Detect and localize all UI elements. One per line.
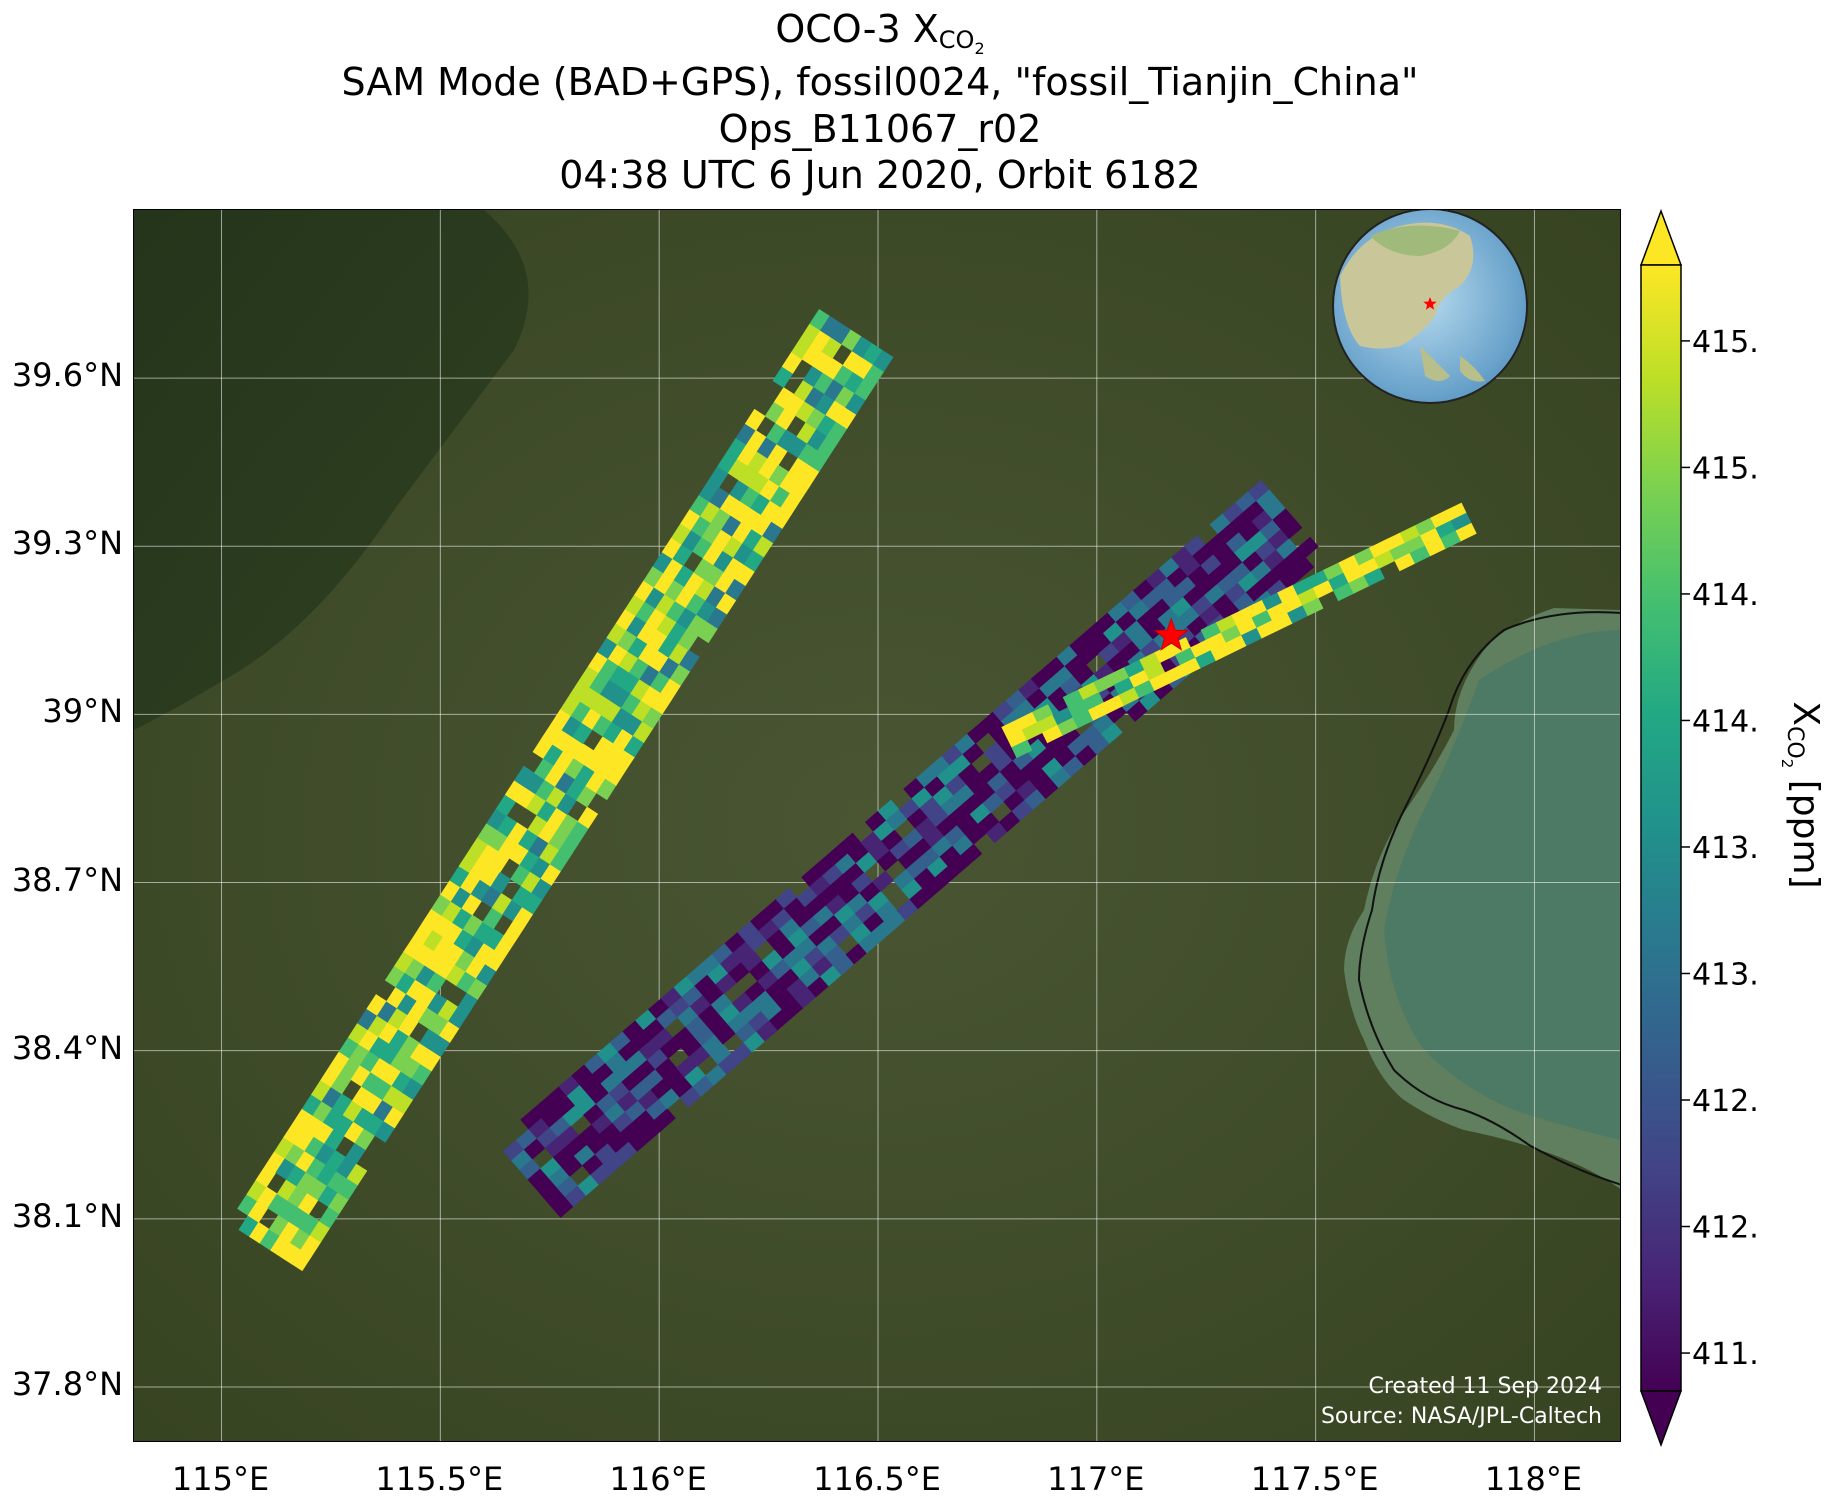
sounding-cell bbox=[1296, 536, 1319, 559]
sounding-cell bbox=[654, 1108, 676, 1130]
sounding-cell bbox=[1292, 557, 1315, 579]
x-tick-label: 118°E bbox=[1484, 1460, 1583, 1498]
colorbar-tick-label: 412.5 bbox=[1692, 1084, 1760, 1119]
y-tick-label: 39.6°N bbox=[11, 356, 123, 395]
sounding-cell bbox=[1011, 739, 1033, 759]
colorbar-label-sub: CO bbox=[1782, 726, 1807, 759]
y-tick-label: 37.8°N bbox=[11, 1364, 123, 1403]
colorbar-label-sub2: 2 bbox=[1778, 758, 1796, 769]
colorbar-tick-label: 414.5 bbox=[1692, 578, 1760, 613]
sounding-cell bbox=[1280, 517, 1303, 540]
title-xco2-sub: CO bbox=[938, 26, 975, 54]
xco2-soundings bbox=[237, 308, 1477, 1272]
globe-landmass bbox=[1340, 222, 1474, 349]
x-tick-label: 116.5°E bbox=[813, 1460, 941, 1498]
globe-target-star bbox=[1423, 297, 1437, 310]
y-tick-label: 39°N bbox=[42, 692, 123, 731]
title-xco2-prefix: OCO-3 X bbox=[775, 7, 939, 51]
title-line-3: Ops_B11067_r02 bbox=[718, 107, 1042, 151]
coastline bbox=[1357, 611, 1620, 1186]
colorbar-label-suffix: [ppm] bbox=[1785, 768, 1826, 889]
title-xco2-sub2: 2 bbox=[974, 39, 985, 58]
y-tick-label: 38.7°N bbox=[11, 860, 123, 899]
mountain-region bbox=[134, 210, 529, 730]
sounding-cell bbox=[1455, 522, 1477, 542]
y-tick-label: 38.1°N bbox=[11, 1196, 123, 1235]
colorbar-tick-label: 411.5 bbox=[1692, 1337, 1760, 1372]
title-line-2: SAM Mode (BAD+GPS), fossil0024, "fossil_… bbox=[341, 60, 1419, 104]
colorbar-tick-label: 413.5 bbox=[1692, 831, 1760, 866]
colorbar-tick-label: 414.0 bbox=[1692, 704, 1760, 739]
map-svg bbox=[134, 210, 1620, 1441]
sounding-cell bbox=[872, 349, 894, 372]
map-panel[interactable]: Created 11 Sep 2024 Source: NASA/JPL-Cal… bbox=[133, 209, 1621, 1442]
title-line-1: OCO-3 XCO2 bbox=[0, 6, 1760, 72]
title-line-4: 04:38 UTC 6 Jun 2020, Orbit 6182 bbox=[559, 153, 1201, 197]
y-tick-label: 38.4°N bbox=[11, 1028, 123, 1067]
colorbar-tick-label: 415.5 bbox=[1692, 325, 1760, 360]
colorbar-extend-top bbox=[1640, 208, 1683, 266]
colorbar: 411.5 412.0 412.5 413.0 413.5 414.0 414.5 415.0… bbox=[1640, 208, 1760, 1448]
sounding-cell bbox=[577, 806, 599, 829]
sea-turbid bbox=[1384, 630, 1620, 1140]
sounding-cell bbox=[678, 649, 700, 672]
x-tick-label: 116°E bbox=[609, 1460, 707, 1498]
colorbar-body bbox=[1640, 264, 1682, 1392]
sounding-cell bbox=[960, 843, 983, 866]
x-tick-label: 117.5°E bbox=[1250, 1460, 1379, 1498]
x-tick-label: 117°E bbox=[1047, 1460, 1145, 1498]
colorbar-tick-label: 412.0 bbox=[1692, 1211, 1760, 1246]
target-star-marker bbox=[1153, 617, 1189, 651]
inset-globe bbox=[1332, 210, 1528, 404]
globe-landmass-south bbox=[1420, 346, 1485, 382]
globe-landmass-green bbox=[1370, 225, 1460, 256]
x-tick-label: 115.5°E bbox=[375, 1460, 504, 1498]
sounding-cell bbox=[1363, 567, 1385, 587]
colorbar-label-prefix: X bbox=[1785, 701, 1826, 727]
colorbar-ticks: 411.5 412.0 412.5 413.0 413.5 414.0 414.5 415.0… bbox=[1681, 325, 1760, 1372]
y-tick-label: 39.3°N bbox=[11, 524, 123, 563]
sounding-cell bbox=[346, 1163, 368, 1186]
credit-created: Created 11 Sep 2024 bbox=[1368, 1374, 1603, 1399]
colorbar-tick-label: 415.0 bbox=[1692, 451, 1760, 486]
sounding-cell bbox=[1302, 597, 1324, 617]
colorbar-tick-label: 413.0 bbox=[1692, 957, 1760, 992]
colorbar-extend-bottom bbox=[1640, 1390, 1683, 1448]
x-tick-label: 115°E bbox=[171, 1460, 270, 1498]
colorbar-label: XCO2 [ppm] bbox=[1778, 701, 1826, 888]
credit-source: Source: NASA/JPL-Caltech bbox=[1320, 1404, 1602, 1429]
sounding-cell bbox=[1100, 722, 1123, 744]
